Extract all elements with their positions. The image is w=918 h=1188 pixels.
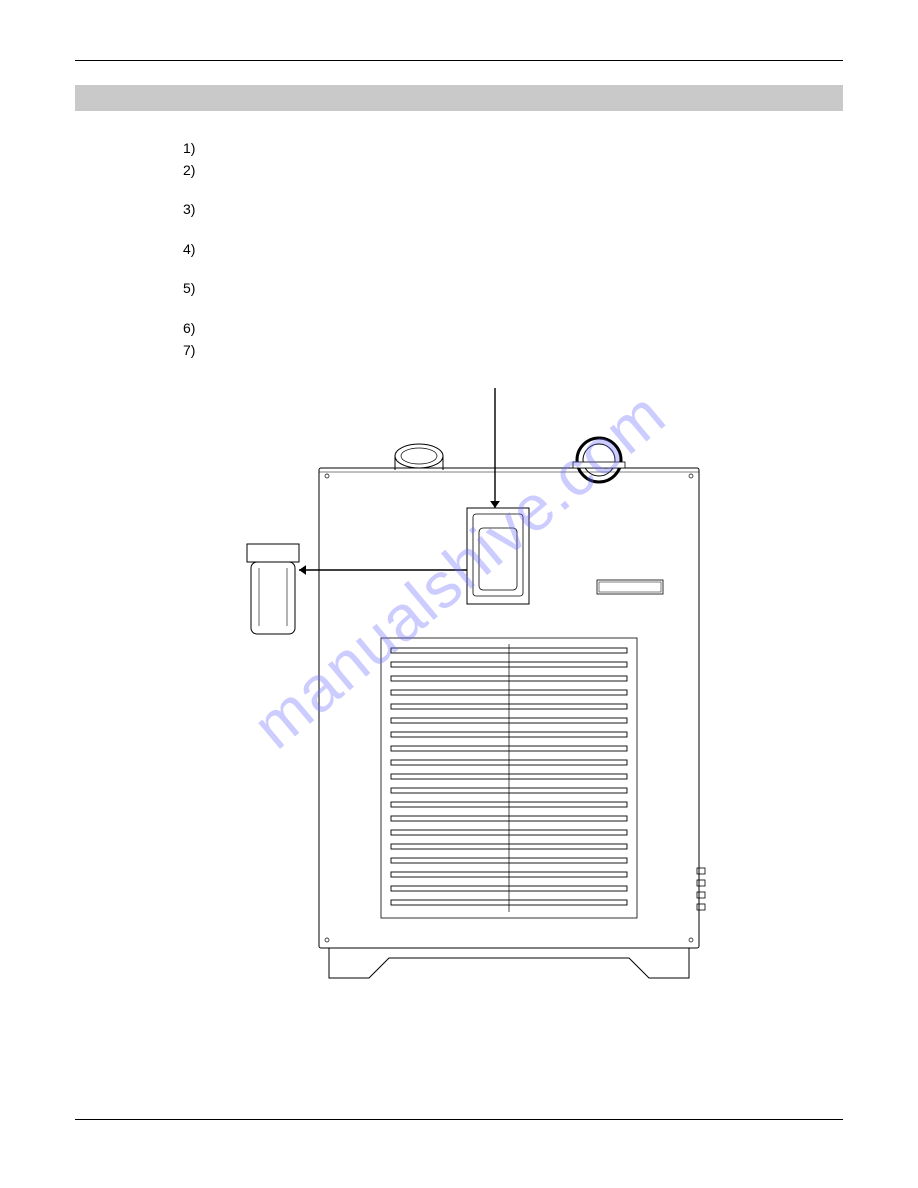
- step-number: 7): [183, 341, 209, 361]
- step-6: 6): [183, 319, 823, 339]
- page-content: 1) 2) 3) 4) 5) 6) 7): [0, 0, 918, 1018]
- step-5: 5): [183, 279, 823, 299]
- step-number: 3): [183, 200, 209, 220]
- step-number: 2): [183, 161, 209, 181]
- steps-list: 1) 2) 3) 4) 5) 6) 7): [183, 139, 823, 360]
- step-1: 1): [183, 139, 823, 159]
- step-4: 4): [183, 240, 823, 260]
- step-number: 6): [183, 319, 209, 339]
- header-rule: [75, 60, 843, 61]
- step-3: 3): [183, 200, 823, 220]
- diagram-svg: [199, 378, 719, 1018]
- equipment-diagram: [199, 378, 719, 1018]
- step-number: 1): [183, 139, 209, 159]
- step-number: 4): [183, 240, 209, 260]
- step-number: 5): [183, 279, 209, 299]
- step-7: 7): [183, 341, 823, 361]
- step-2: 2): [183, 161, 823, 181]
- footer-rule: [75, 1119, 843, 1120]
- section-title-bar: [75, 85, 843, 111]
